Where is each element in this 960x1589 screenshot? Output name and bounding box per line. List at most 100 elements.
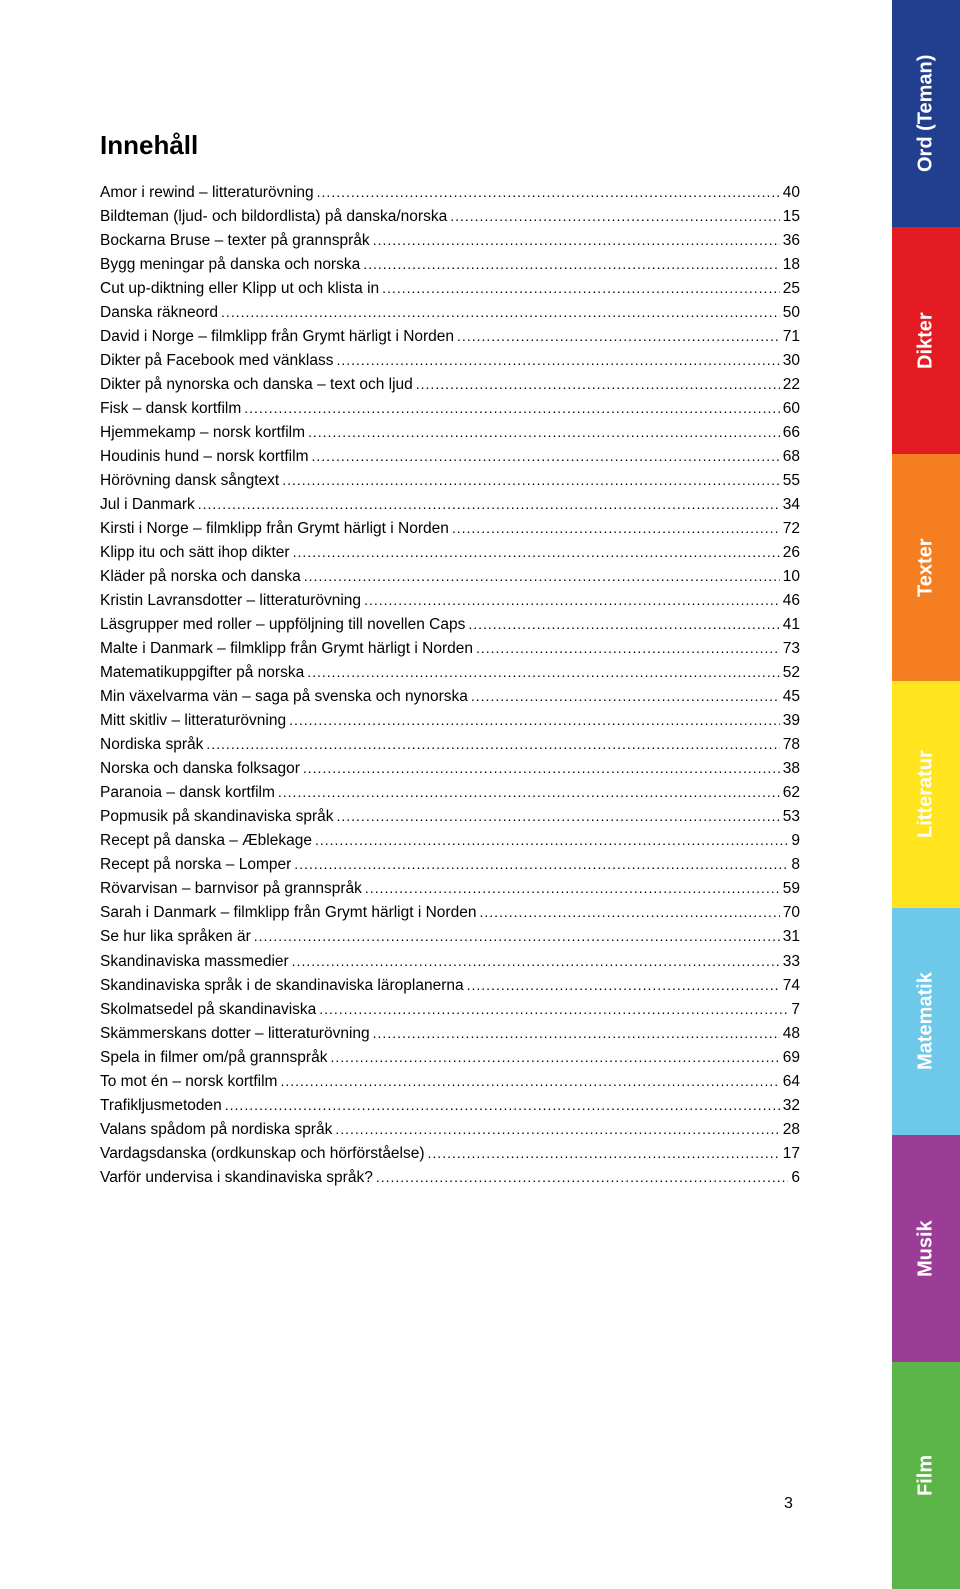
toc-entry-label: Hörövning dansk sångtext [100, 469, 279, 493]
toc-entry: Vardagsdanska (ordkunskap och hörförståe… [100, 1142, 800, 1166]
toc-entry: Amor i rewind – litteraturövning 40 [100, 181, 800, 205]
toc-entry-label: Bygg meningar på danska och norska [100, 253, 360, 277]
toc-leader-dots [471, 685, 780, 709]
toc-entry: Se hur lika språken är 31 [100, 925, 800, 949]
toc-entry-label: Kläder på norska och danska [100, 565, 301, 589]
toc-entry-page: 72 [783, 517, 800, 541]
toc-leader-dots [450, 205, 780, 229]
toc-entry-label: Dikter på nynorska och danska – text och… [100, 373, 413, 397]
toc-entry-page: 48 [783, 1022, 800, 1046]
toc-entry-label: To mot én – norsk kortfilm [100, 1070, 277, 1094]
toc-entry-page: 18 [783, 253, 800, 277]
toc-entry-page: 9 [791, 829, 800, 853]
toc-entry: Danska räkneord 50 [100, 301, 800, 325]
toc-entry-page: 50 [783, 301, 800, 325]
toc-entry-page: 53 [783, 805, 800, 829]
toc-entry-label: Nordiska språk [100, 733, 203, 757]
toc-entry-page: 69 [783, 1046, 800, 1070]
toc-leader-dots [278, 781, 780, 805]
toc-entry-page: 66 [783, 421, 800, 445]
toc-entry-label: Skämmerskans dotter – litteraturövning [100, 1022, 370, 1046]
toc-entry-label: Cut up-diktning eller Klipp ut och klist… [100, 277, 379, 301]
toc-leader-dots [289, 709, 780, 733]
toc-entry: Malte i Danmark – filmklipp från Grymt h… [100, 637, 800, 661]
toc-entry-page: 10 [783, 565, 800, 589]
toc-entry: Nordiska språk 78 [100, 733, 800, 757]
side-tabs: Ord (Teman)DikterTexterLitteraturMatemat… [892, 0, 960, 1589]
toc-entry: Valans spådom på nordiska språk 28 [100, 1118, 800, 1142]
side-tab[interactable]: Ord (Teman) [892, 0, 960, 227]
toc-entry: Jul i Danmark 34 [100, 493, 800, 517]
side-tab[interactable]: Litteratur [892, 681, 960, 908]
toc-leader-dots [317, 181, 780, 205]
toc-entry-page: 25 [783, 277, 800, 301]
toc-leader-dots [428, 1142, 780, 1166]
toc-entry-page: 45 [783, 685, 800, 709]
toc-entry: Varför undervisa i skandinaviska språk? … [100, 1166, 800, 1190]
toc-entry: Skandinaviska massmedier 33 [100, 950, 800, 974]
toc-entry: Cut up-diktning eller Klipp ut och klist… [100, 277, 800, 301]
toc-leader-dots [206, 733, 779, 757]
toc-entry-page: 17 [783, 1142, 800, 1166]
toc-entry: Norska och danska folksagor 38 [100, 757, 800, 781]
toc-entry-page: 46 [783, 589, 800, 613]
toc-entry: Dikter på Facebook med vänklass 30 [100, 349, 800, 373]
toc-entry-label: Jul i Danmark [100, 493, 195, 517]
toc-leader-dots [304, 565, 780, 589]
toc-entry-label: Trafikljusmetoden [100, 1094, 222, 1118]
toc-entry: Bildteman (ljud- och bildordlista) på da… [100, 205, 800, 229]
toc-leader-dots [365, 877, 780, 901]
toc-leader-dots [479, 901, 779, 925]
toc-entry: Dikter på nynorska och danska – text och… [100, 373, 800, 397]
toc-entry-label: Spela in filmer om/på grannspråk [100, 1046, 327, 1070]
toc-entry-page: 30 [783, 349, 800, 373]
toc-leader-dots [382, 277, 780, 301]
toc-leader-dots [312, 445, 780, 469]
toc-entry: David i Norge – filmklipp från Grymt här… [100, 325, 800, 349]
toc-entry-page: 26 [783, 541, 800, 565]
toc-entry: Hörövning dansk sångtext 55 [100, 469, 800, 493]
toc-leader-dots [308, 421, 780, 445]
side-tab[interactable]: Film [892, 1362, 960, 1589]
toc-entry-page: 64 [783, 1070, 800, 1094]
toc-entry: Skämmerskans dotter – litteraturövning 4… [100, 1022, 800, 1046]
toc-entry-label: Se hur lika språken är [100, 925, 251, 949]
toc-entry: Kirsti i Norge – filmklipp från Grymt hä… [100, 517, 800, 541]
toc-entry-page: 39 [783, 709, 800, 733]
toc-entry: Bygg meningar på danska och norska 18 [100, 253, 800, 277]
toc-entry-label: Varför undervisa i skandinaviska språk? [100, 1166, 373, 1190]
toc-entry: Sarah i Danmark – filmklipp från Grymt h… [100, 901, 800, 925]
toc-entry-page: 6 [791, 1166, 800, 1190]
toc-entry-page: 68 [783, 445, 800, 469]
toc-leader-dots [457, 325, 780, 349]
toc-entry-label: Recept på danska – Æblekage [100, 829, 312, 853]
toc-entry: Popmusik på skandinaviska språk 53 [100, 805, 800, 829]
toc-leader-dots [373, 229, 780, 253]
toc-entry: Klipp itu och sätt ihop dikter 26 [100, 541, 800, 565]
toc-entry-page: 59 [783, 877, 800, 901]
toc-leader-dots [292, 950, 780, 974]
side-tab[interactable]: Texter [892, 454, 960, 681]
toc-leader-dots [364, 589, 780, 613]
toc-entry: Recept på danska – Æblekage 9 [100, 829, 800, 853]
toc-entry-label: Rövarvisan – barnvisor på grannspråk [100, 877, 362, 901]
side-tab[interactable]: Matematik [892, 908, 960, 1135]
toc-entry-label: Sarah i Danmark – filmklipp från Grymt h… [100, 901, 476, 925]
toc-entry: Min växelvarma vän – saga på svenska och… [100, 685, 800, 709]
toc-entry: Skandinaviska språk i de skandinaviska l… [100, 974, 800, 998]
toc-entry-label: Paranoia – dansk kortfilm [100, 781, 275, 805]
toc-entry: Kläder på norska och danska 10 [100, 565, 800, 589]
toc-leader-dots [336, 349, 779, 373]
toc-entry-page: 31 [783, 925, 800, 949]
toc-entry: Kristin Lavransdotter – litteraturövning… [100, 589, 800, 613]
toc-entry-label: Malte i Danmark – filmklipp från Grymt h… [100, 637, 473, 661]
side-tab[interactable]: Dikter [892, 227, 960, 454]
toc-entry-page: 22 [783, 373, 800, 397]
page-title: Innehåll [100, 130, 800, 161]
toc-leader-dots [244, 397, 779, 421]
toc-entry-label: Danska räkneord [100, 301, 218, 325]
side-tab[interactable]: Musik [892, 1135, 960, 1362]
toc-entry: Matematikuppgifter på norska 52 [100, 661, 800, 685]
toc-entry-page: 7 [791, 998, 800, 1022]
table-of-contents: Amor i rewind – litteraturövning 40Bildt… [100, 181, 800, 1190]
